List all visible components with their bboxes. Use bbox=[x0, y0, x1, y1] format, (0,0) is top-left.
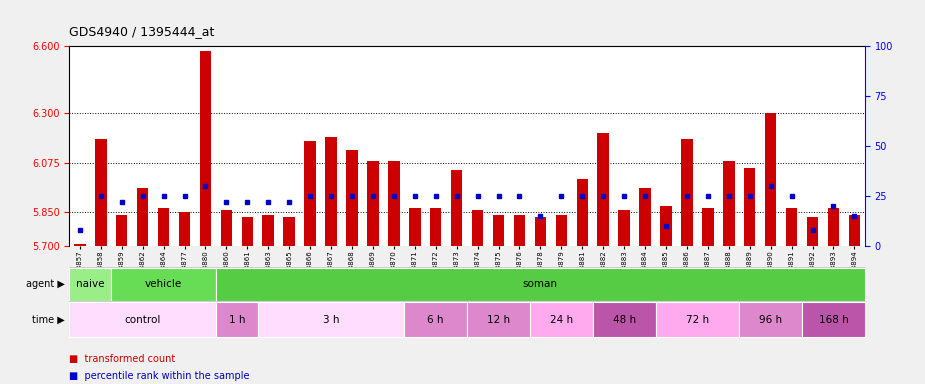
Bar bbox=[346, 151, 358, 246]
Bar bbox=[593, 302, 656, 337]
Bar bbox=[513, 215, 525, 246]
Text: agent ▶: agent ▶ bbox=[26, 279, 65, 289]
Bar bbox=[388, 161, 400, 246]
Text: 12 h: 12 h bbox=[487, 314, 510, 325]
Text: 168 h: 168 h bbox=[819, 314, 848, 325]
Text: control: control bbox=[125, 314, 161, 325]
Text: 24 h: 24 h bbox=[549, 314, 573, 325]
Bar bbox=[702, 208, 713, 246]
Bar bbox=[404, 302, 467, 337]
Bar bbox=[304, 141, 315, 246]
Bar bbox=[656, 302, 739, 337]
Text: 3 h: 3 h bbox=[323, 314, 339, 325]
Bar bbox=[765, 113, 776, 246]
Text: 1 h: 1 h bbox=[228, 314, 245, 325]
Bar bbox=[116, 215, 128, 246]
Bar bbox=[530, 302, 593, 337]
Bar bbox=[639, 188, 651, 246]
Bar bbox=[681, 139, 693, 246]
Bar bbox=[263, 215, 274, 246]
Bar bbox=[828, 208, 839, 246]
Bar bbox=[786, 208, 797, 246]
Bar bbox=[221, 210, 232, 246]
Bar bbox=[493, 215, 504, 246]
Bar bbox=[660, 206, 672, 246]
Bar bbox=[283, 217, 295, 246]
Bar bbox=[137, 188, 148, 246]
Text: ■  percentile rank within the sample: ■ percentile rank within the sample bbox=[69, 371, 250, 381]
Bar bbox=[576, 179, 588, 246]
Bar bbox=[472, 210, 484, 246]
Bar bbox=[556, 215, 567, 246]
Bar bbox=[807, 217, 819, 246]
Bar bbox=[535, 217, 546, 246]
Bar bbox=[744, 168, 756, 246]
Bar bbox=[216, 302, 258, 337]
Bar bbox=[158, 208, 169, 246]
Text: naive: naive bbox=[76, 279, 105, 289]
Text: ■  transformed count: ■ transformed count bbox=[69, 354, 176, 364]
Bar bbox=[216, 268, 865, 301]
Bar bbox=[450, 170, 462, 246]
Text: soman: soman bbox=[523, 279, 558, 289]
Text: time ▶: time ▶ bbox=[32, 314, 65, 325]
Bar bbox=[111, 268, 216, 301]
Bar bbox=[74, 243, 86, 246]
Bar bbox=[241, 217, 253, 246]
Text: 6 h: 6 h bbox=[427, 314, 444, 325]
Bar bbox=[200, 51, 211, 246]
Bar bbox=[179, 212, 191, 246]
Bar bbox=[95, 139, 106, 246]
Text: 96 h: 96 h bbox=[759, 314, 783, 325]
Bar bbox=[326, 137, 337, 246]
Bar bbox=[739, 302, 802, 337]
Bar bbox=[723, 161, 734, 246]
Bar bbox=[367, 161, 378, 246]
Text: 72 h: 72 h bbox=[685, 314, 709, 325]
Bar bbox=[848, 215, 860, 246]
Bar bbox=[598, 132, 609, 246]
Bar bbox=[69, 302, 216, 337]
Bar bbox=[430, 208, 441, 246]
Bar bbox=[467, 302, 530, 337]
Bar bbox=[619, 210, 630, 246]
Bar bbox=[802, 302, 865, 337]
Bar bbox=[69, 268, 111, 301]
Bar bbox=[258, 302, 404, 337]
Text: 48 h: 48 h bbox=[612, 314, 635, 325]
Bar bbox=[409, 208, 421, 246]
Text: vehicle: vehicle bbox=[145, 279, 182, 289]
Text: GDS4940 / 1395444_at: GDS4940 / 1395444_at bbox=[69, 25, 215, 38]
